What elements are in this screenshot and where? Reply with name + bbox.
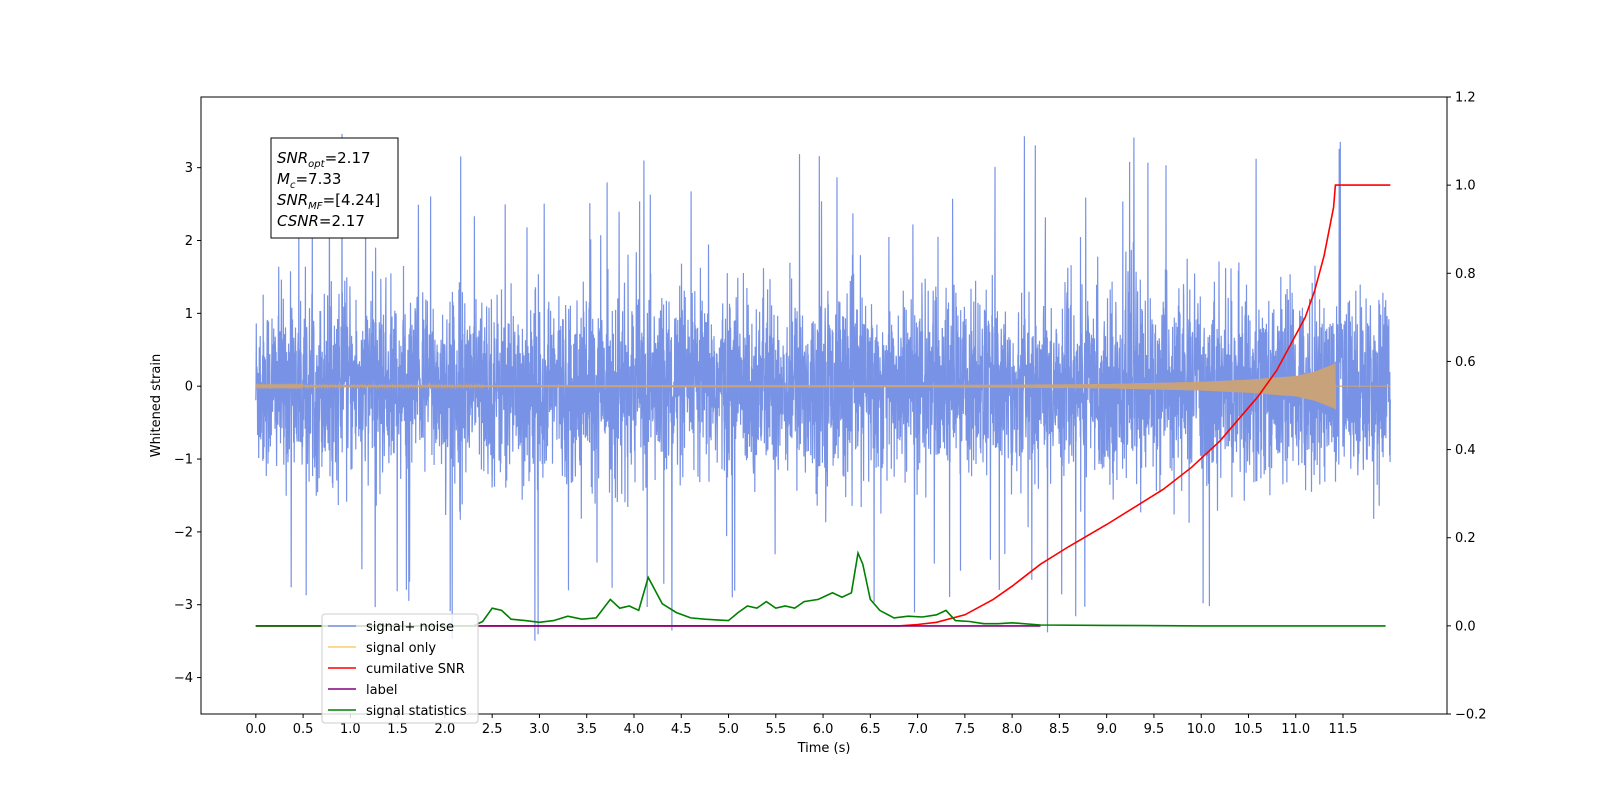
x-tick-label: 5.0	[718, 722, 739, 737]
x-tick-label: 3.5	[576, 722, 597, 737]
series-signal-noise	[255, 133, 1391, 641]
y-right-tick-label: 1.0	[1455, 179, 1476, 194]
x-tick-label: 8.5	[1049, 722, 1070, 737]
legend-entry: label	[366, 683, 397, 698]
x-axis-label: Time (s)	[797, 741, 851, 756]
x-tick-label: 5.5	[765, 722, 786, 737]
y-axis-label: Whitened strain	[149, 354, 164, 457]
y-right-tick-label: −0.2	[1455, 708, 1487, 723]
x-tick-label: 6.0	[813, 722, 834, 737]
x-tick-label: 7.5	[955, 722, 976, 737]
annotation-line: SNRopt=2.17	[277, 149, 371, 170]
series-cumilative-snr	[255, 184, 1391, 627]
x-tick-label: 8.0	[1002, 722, 1023, 737]
x-tick-label: 1.5	[387, 722, 408, 737]
y-right-tick-label: 1.2	[1455, 91, 1476, 106]
legend-entry: signal statistics	[366, 704, 467, 719]
x-tick-label: 11.0	[1281, 722, 1310, 737]
x-tick-label: 7.0	[907, 722, 928, 737]
annotation-frame	[270, 137, 399, 239]
y-right-tick-label: 0.8	[1455, 267, 1476, 282]
y-tick-label: −2	[174, 525, 193, 540]
legend-frame	[321, 613, 479, 724]
y-right-tick-label: 0.4	[1455, 443, 1476, 458]
y-tick-label: 1	[185, 307, 193, 322]
legend: signal+ noise signal only cumilative SNR la…	[321, 613, 479, 724]
legend-entry: signal+ noise	[366, 620, 454, 635]
annotation-line: Mc=7.33	[277, 170, 341, 191]
annotation-line: SNRMF=[4.24]	[277, 191, 380, 212]
y-right-tick-label: 0.0	[1455, 619, 1476, 634]
x-tick-label: 4.5	[671, 722, 692, 737]
y-tick-label: 0	[185, 380, 193, 395]
series-signal-statistics	[255, 550, 1386, 627]
series-signal-only	[255, 363, 1391, 410]
x-tick-label: 9.0	[1096, 722, 1117, 737]
y-tick-label: 3	[185, 161, 193, 176]
x-tick-label: 9.5	[1144, 722, 1165, 737]
x-tick-label: 2.0	[435, 722, 456, 737]
legend-entry: signal only	[366, 641, 436, 656]
x-tick-label: 6.5	[860, 722, 881, 737]
y-tick-label: −4	[174, 671, 193, 686]
y-tick-label: −3	[174, 598, 193, 613]
x-tick-label: 1.0	[340, 722, 361, 737]
x-tick-label: 2.5	[482, 722, 503, 737]
x-tick-label: 4.0	[624, 722, 645, 737]
x-tick-label: 10.0	[1187, 722, 1216, 737]
y-tick-label: −1	[174, 453, 193, 468]
y-right-tick-label: 0.2	[1455, 531, 1476, 546]
x-tick-label: 3.0	[529, 722, 550, 737]
axes-frame	[200, 96, 1448, 715]
annotation-line: CSNR=2.17	[277, 212, 365, 230]
x-tick-label: 0.5	[293, 722, 314, 737]
x-tick-label: 11.5	[1329, 722, 1358, 737]
series-layer	[255, 133, 1391, 641]
ticks-layer: 0.0 0.5 1.0 1.5 2.0 2.5 3.0 3.5 4.0 4.5 5.0 5.5 6.0 6…	[174, 91, 1487, 738]
legend-entry: cumilative SNR	[366, 662, 465, 677]
y-right-tick-label: 0.6	[1455, 355, 1476, 370]
x-tick-label: 0.0	[245, 722, 266, 737]
y-tick-label: 2	[185, 234, 193, 249]
x-tick-label: 10.5	[1234, 722, 1263, 737]
